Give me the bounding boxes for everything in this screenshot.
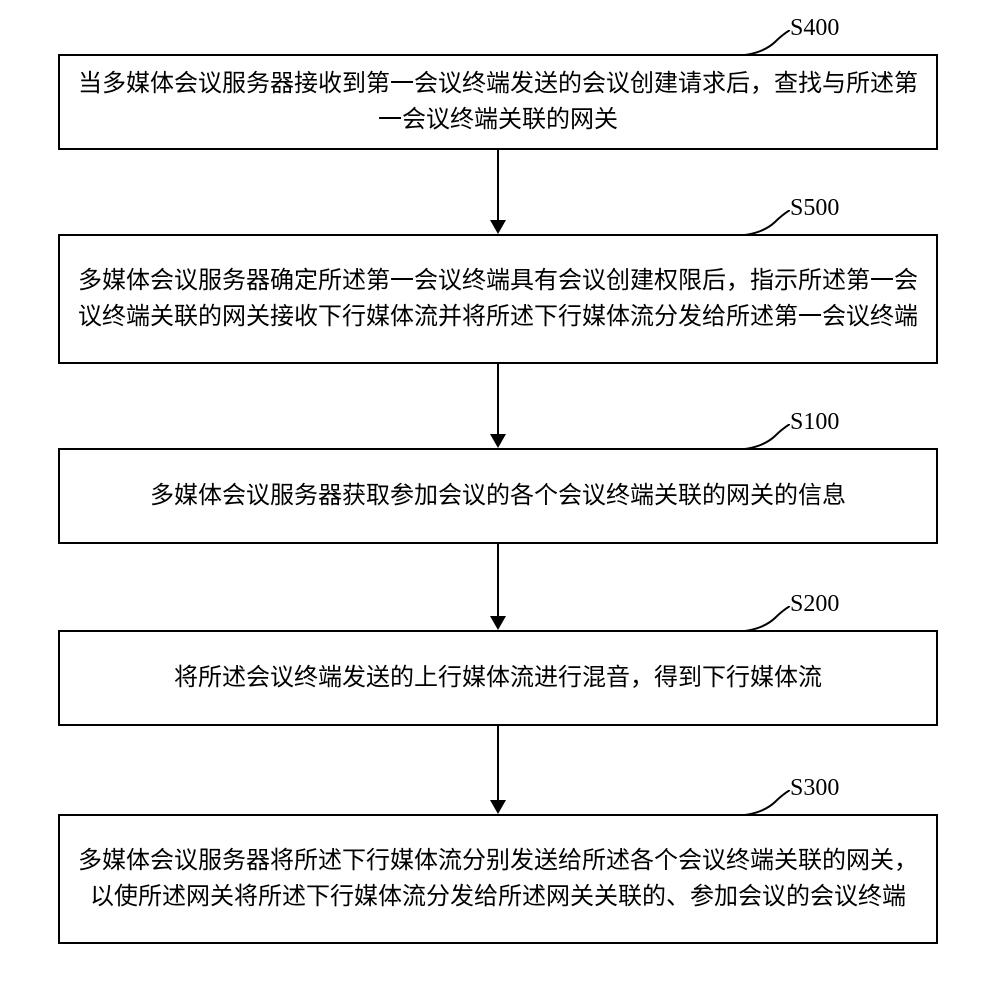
step-box-s200: 将所述会议终端发送的上行媒体流进行混音，得到下行媒体流	[58, 630, 938, 726]
arrow-s500-s100	[497, 364, 499, 434]
step-text-s300: 多媒体会议服务器将所述下行媒体流分别发送给所述各个会议终端关联的网关，以使所述网…	[74, 843, 922, 915]
step-label-s100: S100	[790, 409, 839, 436]
step-box-s300: 多媒体会议服务器将所述下行媒体流分别发送给所述各个会议终端关联的网关，以使所述网…	[58, 814, 938, 944]
step-text-s100: 多媒体会议服务器获取参加会议的各个会议终端关联的网关的信息	[150, 478, 846, 514]
arrow-head-s400-s500	[490, 220, 506, 234]
arrow-head-s200-s300	[490, 800, 506, 814]
arrow-head-s500-s100	[490, 434, 506, 448]
step-text-s400: 当多媒体会议服务器接收到第一会议终端发送的会议创建请求后，查找与所述第一会议终端…	[74, 66, 922, 138]
step-text-s500: 多媒体会议服务器确定所述第一会议终端具有会议创建权限后，指示所述第一会议终端关联…	[74, 263, 922, 335]
step-box-s100: 多媒体会议服务器获取参加会议的各个会议终端关联的网关的信息	[58, 448, 938, 544]
arrow-s100-s200	[497, 544, 499, 616]
step-label-s400: S400	[790, 15, 839, 42]
flowchart-canvas: S400 当多媒体会议服务器接收到第一会议终端发送的会议创建请求后，查找与所述第…	[0, 0, 1000, 991]
step-label-s200: S200	[790, 591, 839, 618]
step-box-s400: 当多媒体会议服务器接收到第一会议终端发送的会议创建请求后，查找与所述第一会议终端…	[58, 54, 938, 150]
step-box-s500: 多媒体会议服务器确定所述第一会议终端具有会议创建权限后，指示所述第一会议终端关联…	[58, 234, 938, 364]
step-label-s300: S300	[790, 775, 839, 802]
step-label-s500: S500	[790, 195, 839, 222]
step-text-s200: 将所述会议终端发送的上行媒体流进行混音，得到下行媒体流	[174, 660, 822, 696]
arrow-s200-s300	[497, 726, 499, 800]
arrow-s400-s500	[497, 150, 499, 220]
arrow-head-s100-s200	[490, 616, 506, 630]
